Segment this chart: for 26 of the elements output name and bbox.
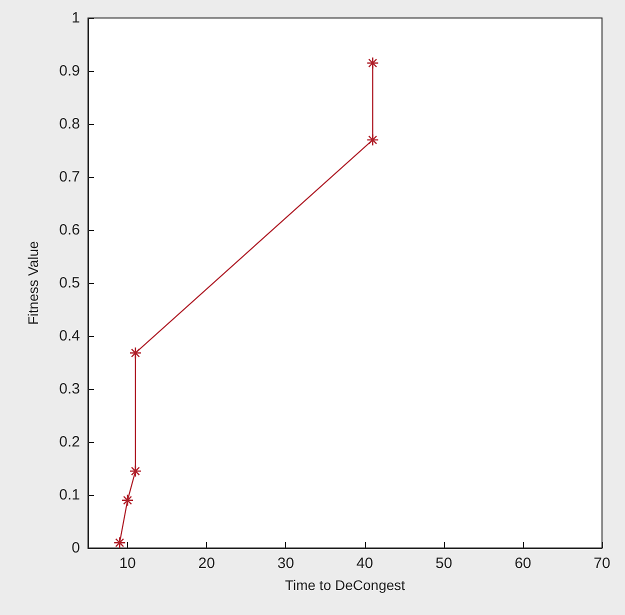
x-tick-label: 20 [198, 555, 215, 572]
point [366, 56, 379, 70]
y-tick-label: 0.7 [59, 168, 80, 186]
x-tick-label: 50 [436, 555, 452, 572]
x-tick-label: 10 [119, 555, 136, 572]
y-tick-label: 0.8 [59, 116, 80, 132]
y-tick-label: 0.3 [59, 380, 80, 398]
x-tick-label: 70 [594, 555, 610, 572]
y-axis-title: Fitness Value [25, 240, 41, 325]
point [121, 494, 134, 506]
point [129, 465, 142, 478]
y-tick-label: 0.1 [59, 486, 80, 504]
point [366, 134, 379, 146]
x-tick-label: 60 [514, 555, 532, 572]
y-tick-label: 0 [72, 540, 80, 556]
x-axis-title: Time to DeCongest [284, 577, 406, 593]
y-tick-label: 1 [72, 10, 80, 26]
point [129, 346, 142, 360]
point [113, 536, 126, 549]
y-tick-label: 0.6 [59, 222, 80, 238]
x-tick-label: 40 [356, 555, 374, 572]
y-tick-label: 0.2 [59, 434, 80, 450]
x-tick-label: 30 [277, 555, 294, 572]
y-tick-label: 0.4 [59, 328, 80, 344]
y-tick-label: 0.9 [59, 62, 80, 80]
y-tick-label: 0.5 [59, 274, 80, 292]
